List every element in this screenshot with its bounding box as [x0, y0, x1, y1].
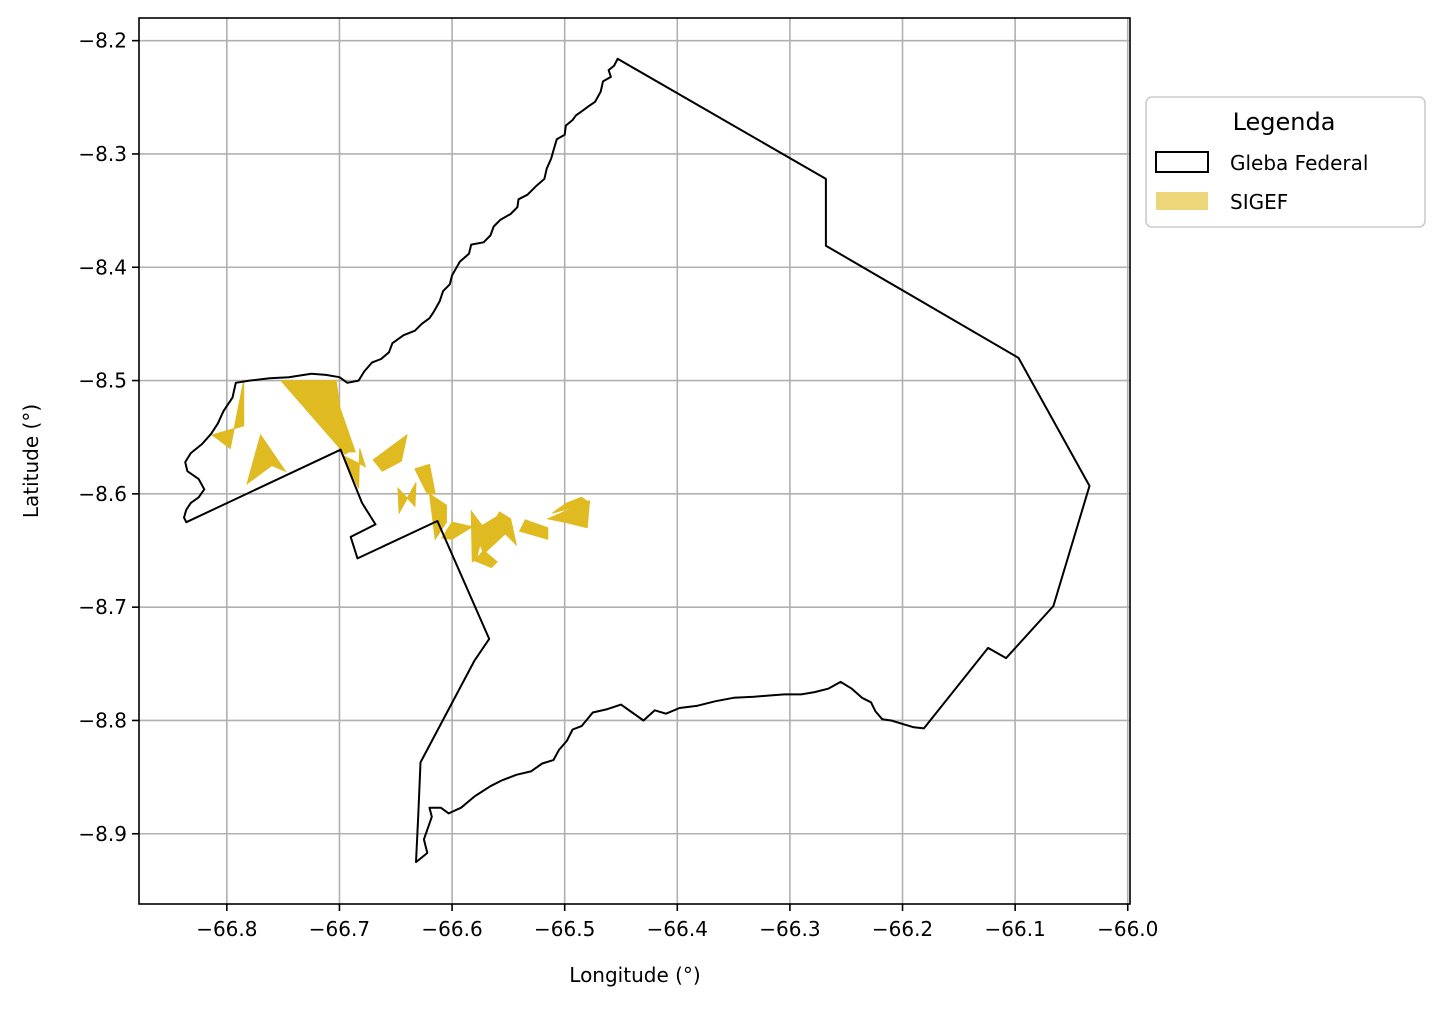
- sigef-parcel: [397, 482, 417, 515]
- legend-frame: [1145, 96, 1426, 228]
- sigef-parcel: [473, 549, 498, 569]
- sigef-parcel: [518, 519, 549, 540]
- sigef-parcel: [246, 433, 287, 485]
- y-tick-label: −8.4: [78, 255, 127, 279]
- plot-frame: [138, 17, 1131, 905]
- sigef-parcel: [327, 380, 356, 453]
- sigef-parcel: [546, 499, 591, 529]
- grid: [139, 18, 1130, 904]
- x-axis-ticks: −66.8 −66.7 −66.6 −66.5 −66.4 −66.3 −66.2 −66.1…: [196, 904, 1158, 941]
- x-tick-label: −66.2: [872, 917, 933, 941]
- legend-label-gleba-federal: Gleba Federal: [1230, 151, 1368, 175]
- x-tick-label: −66.7: [309, 917, 370, 941]
- x-tick-label: −66.4: [647, 917, 708, 941]
- x-tick-label: −66.0: [1097, 917, 1158, 941]
- sigef-parcel: [372, 433, 408, 472]
- gleba-federal-boundary: [183, 57, 1091, 864]
- y-tick-label: −8.9: [78, 822, 127, 846]
- plot-area: [139, 18, 1130, 904]
- x-tick-label: −66.8: [196, 917, 257, 941]
- x-axis-label: Longitude (°): [569, 963, 700, 987]
- legend: Legenda Gleba Federal SIGEF: [1145, 96, 1426, 228]
- sigef-parcel: [414, 463, 436, 495]
- legend-label-sigef: SIGEF: [1230, 190, 1288, 214]
- x-tick-label: −66.1: [984, 917, 1045, 941]
- y-tick-label: −8.6: [78, 482, 127, 506]
- y-axis-ticks: −8.2 −8.3 −8.4 −8.5 −8.6 −8.7 −8.8 −8.9: [78, 29, 139, 846]
- y-axis-label: Latitude (°): [19, 404, 43, 518]
- y-tick-label: −8.5: [78, 369, 127, 393]
- y-tick-label: −8.3: [78, 142, 127, 166]
- sigef-parcels: [211, 380, 591, 569]
- legend-swatch-sigef: [1156, 192, 1208, 210]
- sigef-parcel: [428, 492, 447, 541]
- y-tick-label: −8.2: [78, 29, 127, 53]
- x-tick-label: −66.5: [534, 917, 595, 941]
- sigef-parcel: [493, 511, 518, 547]
- y-tick-label: −8.8: [78, 708, 127, 732]
- legend-swatch-gleba-federal: [1155, 151, 1209, 173]
- y-tick-label: −8.7: [78, 595, 127, 619]
- sigef-parcel: [341, 448, 367, 489]
- x-tick-label: −66.3: [759, 917, 820, 941]
- x-tick-label: −66.6: [421, 917, 482, 941]
- legend-title: Legenda: [1233, 108, 1336, 136]
